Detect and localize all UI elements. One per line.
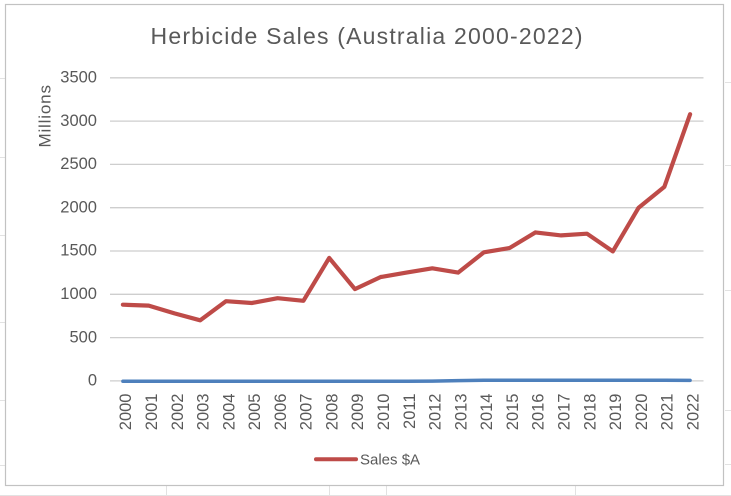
svg-text:1000: 1000 [60,285,97,303]
svg-text:2020: 2020 [633,394,651,431]
svg-text:2000: 2000 [60,198,97,216]
svg-text:1500: 1500 [60,242,97,260]
svg-text:2019: 2019 [607,394,625,431]
svg-text:2014: 2014 [478,394,496,431]
svg-text:2001: 2001 [143,394,161,431]
svg-text:2015: 2015 [504,394,522,431]
svg-text:2000: 2000 [117,394,135,431]
svg-text:3500: 3500 [60,69,97,87]
svg-text:2022: 2022 [684,394,702,431]
svg-text:2012: 2012 [427,394,445,431]
svg-text:2004: 2004 [220,394,238,431]
svg-text:500: 500 [69,328,97,346]
svg-text:Millions: Millions [36,85,55,148]
svg-text:2013: 2013 [452,394,470,431]
svg-text:2006: 2006 [272,394,290,431]
svg-text:2021: 2021 [659,394,677,431]
svg-text:2007: 2007 [298,394,316,431]
svg-text:0: 0 [88,372,97,390]
svg-text:2002: 2002 [169,394,187,431]
svg-text:Sales $A: Sales $A [360,452,420,469]
svg-text:2018: 2018 [581,394,599,431]
svg-text:Herbicide Sales (Australia 200: Herbicide Sales (Australia 2000-2022) [151,23,583,49]
svg-text:2005: 2005 [246,394,264,431]
svg-text:2009: 2009 [349,394,367,431]
svg-text:2016: 2016 [530,394,548,431]
svg-text:3000: 3000 [60,112,97,130]
svg-text:2011: 2011 [401,394,419,429]
svg-text:2500: 2500 [60,155,97,173]
svg-text:2008: 2008 [324,394,342,431]
svg-text:2017: 2017 [556,394,574,431]
svg-text:2010: 2010 [375,394,393,431]
svg-text:2003: 2003 [195,394,213,431]
